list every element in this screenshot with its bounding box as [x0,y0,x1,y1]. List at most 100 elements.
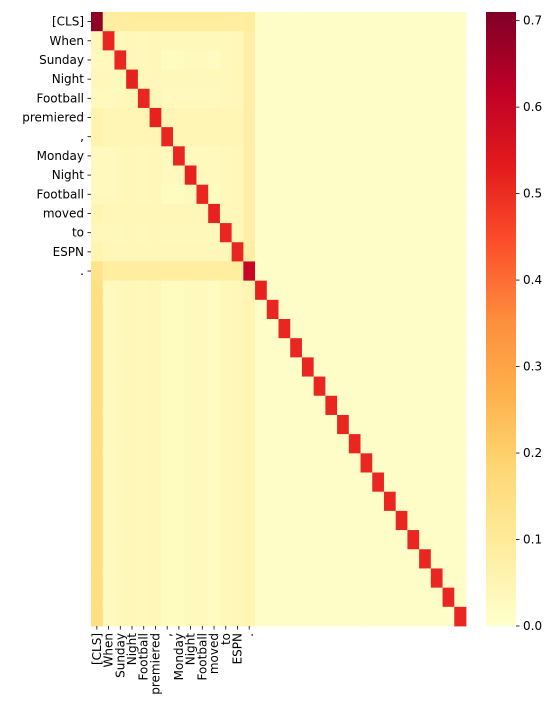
heatmap-cell [313,31,326,51]
heatmap-cell [337,530,350,550]
heatmap-cell [173,395,186,416]
heatmap-cell [407,280,420,301]
heatmap-cell [149,107,162,128]
heatmap-cell [137,568,150,589]
heatmap-cell [325,568,338,589]
heatmap-cell [419,357,432,377]
heatmap-cell [173,414,186,435]
heatmap-cell [255,127,268,147]
heatmap-cell [442,568,455,589]
heatmap-cell [348,376,361,397]
heatmap-cell [383,69,397,90]
heatmap-cell [231,395,244,416]
heatmap-cell [126,319,139,339]
heatmap-cell [325,88,338,109]
heatmap-cell [407,165,420,186]
heatmap-cell [454,414,467,435]
heatmap-cell [114,127,127,147]
heatmap-cell [255,280,268,301]
heatmap-cell [395,299,408,320]
heatmap-cell [219,12,233,32]
heatmap-cell [102,414,115,435]
heatmap-cell [301,338,315,358]
heatmap-cell [91,587,104,608]
heatmap-cell [219,338,233,358]
heatmap-cell [196,299,209,320]
heatmap-cell [290,203,303,224]
x-tick-label: moved [207,633,221,674]
heatmap-cell [442,395,455,416]
heatmap-cell [196,184,209,205]
heatmap-cell [313,319,326,339]
heatmap-cell [266,606,279,627]
heatmap-cell [313,50,326,70]
heatmap-cell [454,299,467,320]
heatmap-cell [173,357,186,377]
heatmap-cell [301,510,315,531]
heatmap-cell [337,338,350,358]
heatmap-cell [430,395,443,416]
heatmap-cell [102,88,115,109]
heatmap-cell [395,472,408,493]
heatmap-cell [430,280,443,301]
heatmap-cell [325,165,338,186]
heatmap-cell [149,338,162,358]
heatmap-cell [208,12,221,32]
colorbar-ticks: 0.0 0.1 0.2 0.3 0.4 0.5 0.6 0.7 [516,14,542,633]
heatmap-cell [372,395,385,416]
heatmap-cell [419,88,432,109]
heatmap-cell [313,88,326,109]
heatmap-cell [114,146,127,166]
heatmap-cell [430,184,443,205]
heatmap-cell [360,50,373,70]
heatmap-cell [372,50,385,70]
heatmap-cell [196,510,209,531]
heatmap-cell [114,587,127,608]
x-tick-label: to [219,633,233,645]
heatmap-cell [266,12,279,32]
heatmap-cell [301,453,315,473]
heatmap-cell [266,299,279,320]
heatmap-cell [348,472,361,493]
y-tick-label: moved [43,206,84,220]
heatmap-cell [231,510,244,531]
heatmap-cell [149,491,162,512]
heatmap-cell [395,280,408,301]
heatmap-cell [91,568,104,589]
heatmap-cell [102,242,115,262]
heatmap-cell [419,261,432,282]
heatmap-cell [290,530,303,550]
heatmap-cell [114,50,127,70]
heatmap-cell [137,203,150,224]
heatmap-cell [102,568,115,589]
heatmap-cell [161,434,174,454]
heatmap-cell [219,414,233,435]
heatmap-cell [407,319,420,339]
heatmap-cell [173,338,186,358]
heatmap-cell [219,376,233,397]
heatmap-cell [184,319,197,339]
heatmap-cell [161,453,174,473]
heatmap-cell [137,299,150,320]
heatmap-cell [430,414,443,435]
heatmap-cell [91,12,104,32]
heatmap-cell [442,414,455,435]
heatmap-cell [301,491,315,512]
heatmap-cell [137,127,150,147]
heatmap-cell [219,127,233,147]
y-tick-label: Football [36,91,84,105]
heatmap-cell [313,434,326,454]
heatmap-cell [313,587,326,608]
heatmap-cell [348,261,361,282]
heatmap-cell [266,587,279,608]
heatmap-cell [149,242,162,262]
heatmap-cell [184,414,197,435]
heatmap-cell [395,242,408,262]
heatmap-cell [173,568,186,589]
heatmap-cell [255,146,268,166]
heatmap-cell [231,280,244,301]
heatmap-cell [231,434,244,454]
heatmap-cell [348,242,361,262]
heatmap-cell [266,453,279,473]
heatmap-cell [348,319,361,339]
